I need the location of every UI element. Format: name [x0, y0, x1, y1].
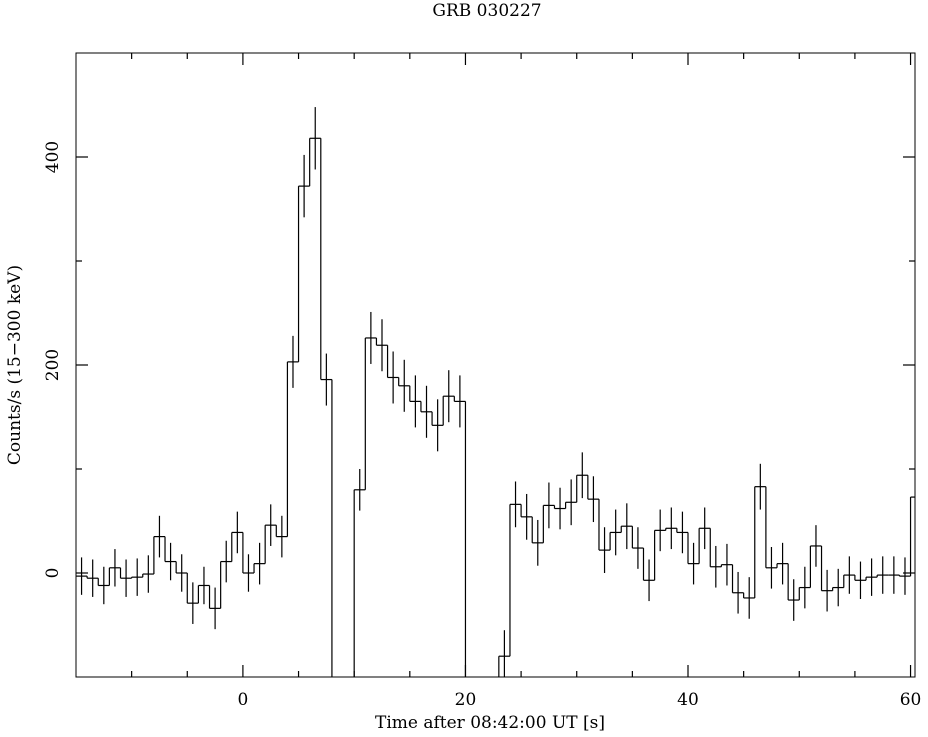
- chart-title: GRB 030227: [432, 1, 541, 21]
- x-tick-label: 40: [677, 690, 699, 710]
- y-tick-label: 200: [43, 349, 63, 381]
- x-tick-label: 60: [900, 690, 922, 710]
- x-tick-label: 20: [455, 690, 477, 710]
- y-axis-label: Counts/s (15−300 keV): [5, 265, 25, 465]
- plot-frame: [75, 52, 916, 678]
- y-tick-label: 0: [43, 568, 63, 579]
- y-tick-label: 400: [43, 141, 63, 173]
- plot-area: [76, 107, 915, 677]
- x-tick-label: 0: [237, 690, 248, 710]
- x-axis-label: Time after 08:42:00 UT [s]: [375, 713, 605, 733]
